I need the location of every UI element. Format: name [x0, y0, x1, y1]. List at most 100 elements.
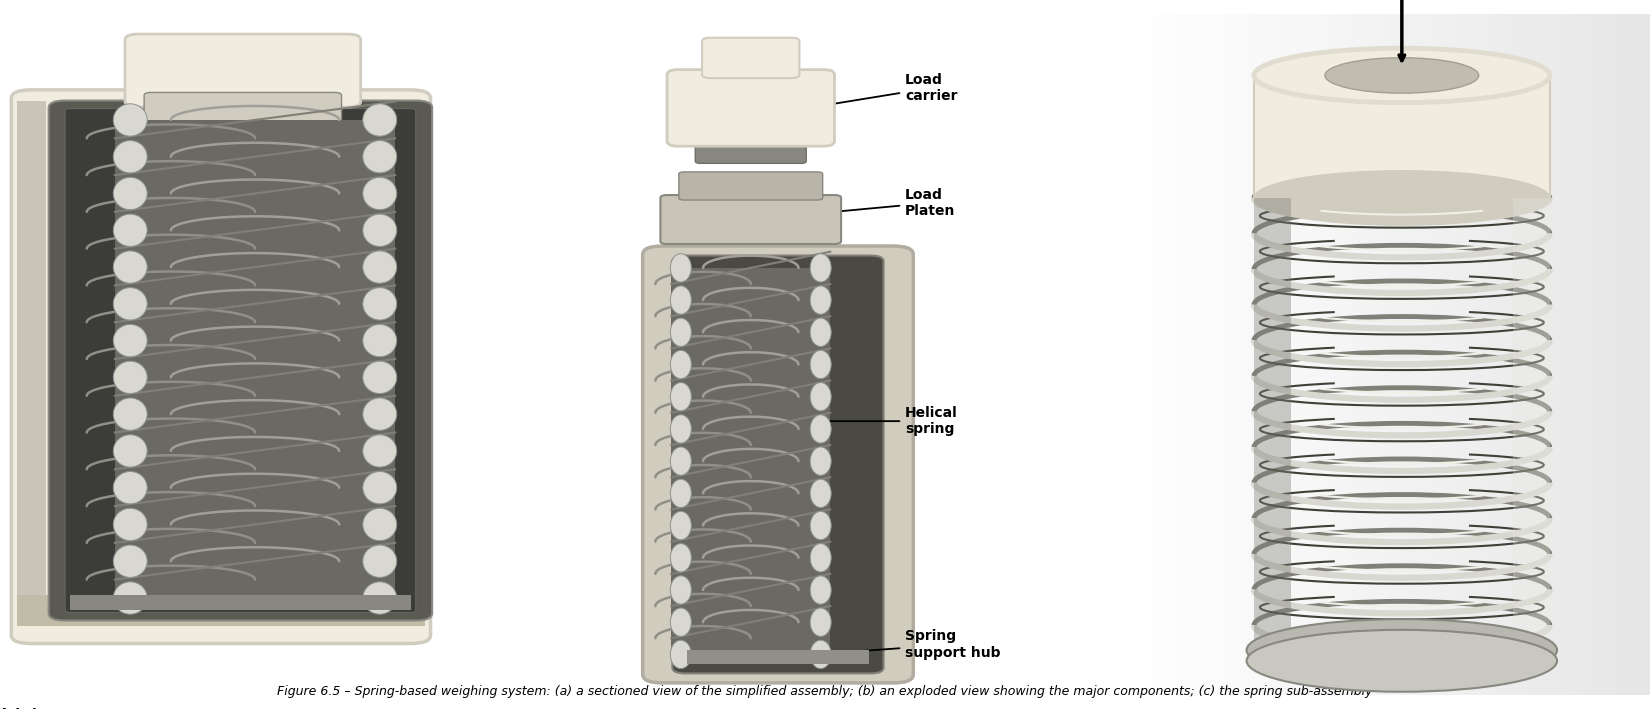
- Ellipse shape: [114, 140, 147, 173]
- Bar: [1175, 14, 1193, 695]
- Ellipse shape: [810, 415, 832, 443]
- Ellipse shape: [363, 398, 396, 430]
- Ellipse shape: [810, 608, 832, 637]
- Ellipse shape: [114, 177, 147, 210]
- Ellipse shape: [670, 254, 691, 282]
- Text: Load (F): Load (F): [0, 708, 40, 709]
- Ellipse shape: [670, 479, 691, 508]
- Bar: [16, 595, 426, 626]
- Bar: [1262, 14, 1280, 695]
- Bar: [1209, 14, 1228, 695]
- Ellipse shape: [363, 214, 396, 247]
- Bar: [1140, 14, 1157, 695]
- Bar: [1246, 14, 1262, 695]
- Bar: [1513, 198, 1549, 661]
- Bar: [1439, 14, 1457, 695]
- Ellipse shape: [114, 471, 147, 504]
- Ellipse shape: [670, 511, 691, 540]
- Ellipse shape: [114, 545, 147, 577]
- Bar: [672, 268, 830, 654]
- FancyBboxPatch shape: [50, 101, 432, 620]
- Ellipse shape: [670, 350, 691, 379]
- Ellipse shape: [670, 544, 691, 572]
- Ellipse shape: [363, 582, 396, 614]
- Ellipse shape: [363, 435, 396, 467]
- Bar: [1421, 14, 1439, 695]
- Bar: [1315, 14, 1333, 695]
- Bar: [116, 120, 396, 598]
- Bar: [1473, 14, 1492, 695]
- Ellipse shape: [670, 447, 691, 475]
- Bar: [1632, 14, 1650, 695]
- Ellipse shape: [670, 286, 691, 314]
- Bar: [1299, 14, 1315, 695]
- Ellipse shape: [810, 479, 832, 508]
- Ellipse shape: [363, 508, 396, 541]
- Ellipse shape: [810, 254, 832, 282]
- Bar: [1386, 14, 1404, 695]
- Ellipse shape: [670, 318, 691, 347]
- Bar: [1404, 14, 1421, 695]
- FancyBboxPatch shape: [673, 255, 884, 674]
- Ellipse shape: [670, 640, 691, 669]
- Bar: [1333, 14, 1351, 695]
- Ellipse shape: [363, 288, 396, 320]
- FancyBboxPatch shape: [642, 246, 914, 683]
- FancyBboxPatch shape: [678, 172, 823, 200]
- Bar: [1122, 14, 1140, 695]
- Ellipse shape: [363, 361, 396, 393]
- Ellipse shape: [670, 415, 691, 443]
- Bar: [1351, 14, 1368, 695]
- Ellipse shape: [1247, 619, 1558, 681]
- Ellipse shape: [363, 251, 396, 283]
- Bar: [1579, 14, 1597, 695]
- Ellipse shape: [810, 544, 832, 572]
- Bar: [688, 649, 868, 664]
- Ellipse shape: [1254, 48, 1549, 103]
- Ellipse shape: [363, 471, 396, 504]
- Bar: [1544, 14, 1563, 695]
- Ellipse shape: [1247, 630, 1558, 692]
- Ellipse shape: [810, 640, 832, 669]
- Ellipse shape: [670, 608, 691, 637]
- Ellipse shape: [810, 318, 832, 347]
- FancyBboxPatch shape: [701, 38, 799, 78]
- Text: Load
Platen: Load Platen: [828, 188, 955, 218]
- FancyBboxPatch shape: [667, 69, 835, 146]
- Text: Figure 6.5 – Spring-based weighing system: (a) a sectioned view of the simplifie: Figure 6.5 – Spring-based weighing syste…: [277, 686, 1373, 698]
- Ellipse shape: [363, 325, 396, 357]
- Ellipse shape: [810, 447, 832, 475]
- Bar: [1368, 14, 1386, 695]
- FancyBboxPatch shape: [144, 92, 342, 129]
- Ellipse shape: [670, 383, 691, 411]
- Bar: [1157, 14, 1175, 695]
- Bar: [1615, 14, 1632, 695]
- Ellipse shape: [114, 361, 147, 393]
- Text: Spring
support hub: Spring support hub: [818, 630, 1000, 659]
- FancyBboxPatch shape: [660, 195, 842, 244]
- Ellipse shape: [114, 288, 147, 320]
- Bar: [1597, 14, 1615, 695]
- FancyBboxPatch shape: [12, 90, 431, 644]
- Bar: [69, 595, 411, 610]
- Ellipse shape: [810, 383, 832, 411]
- Ellipse shape: [810, 350, 832, 379]
- Bar: [16, 101, 46, 607]
- Bar: [1510, 14, 1526, 695]
- Ellipse shape: [670, 576, 691, 604]
- Ellipse shape: [810, 286, 832, 314]
- Text: Load
carrier: Load carrier: [813, 73, 957, 109]
- Bar: [1254, 198, 1290, 661]
- Bar: [1280, 14, 1299, 695]
- Ellipse shape: [114, 104, 147, 136]
- Ellipse shape: [114, 435, 147, 467]
- Ellipse shape: [363, 177, 396, 210]
- Ellipse shape: [114, 325, 147, 357]
- Ellipse shape: [363, 104, 396, 136]
- Ellipse shape: [363, 545, 396, 577]
- Bar: [1563, 14, 1579, 695]
- Ellipse shape: [114, 214, 147, 247]
- FancyBboxPatch shape: [125, 34, 361, 107]
- Bar: [1526, 14, 1544, 695]
- Ellipse shape: [1254, 171, 1549, 225]
